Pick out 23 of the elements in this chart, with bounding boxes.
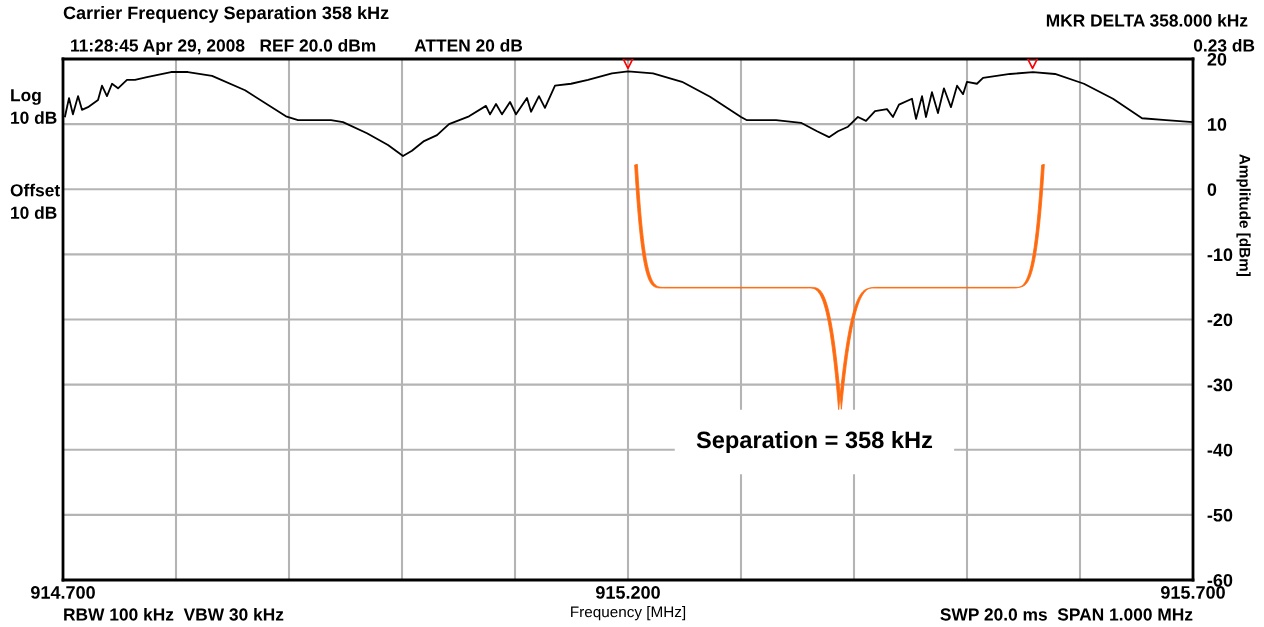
y-tick-label: -20 [1207,313,1233,327]
y-axis-title: Amplitude [dBm] [1236,154,1251,276]
y-tick-label: -10 [1207,248,1233,262]
text: Offset 10 dB [10,183,60,219]
chart-subtitle: 11:28:45 Apr 29, 2008 REF 20.0 dBm ATTEN 20 dB [71,38,523,56]
x-tick-label: 915.200 [596,586,660,599]
y-tick-label: 10 [1208,118,1227,131]
y-tick-label: 20 [1207,52,1227,66]
x-tick-label: 914.700 [31,586,95,599]
text: Log 10 dB [11,89,57,124]
x-tick-label: 915.700 [1161,586,1225,599]
text: RBW 100 kHz VBW 30 kHz [64,607,284,621]
y-tick-label: 0 [1207,183,1217,196]
text: MKR DELTA 358.000 kHz [1046,13,1248,27]
text: SWP 20.0 ms SPAN 1.000 MHz [940,608,1193,621]
x-axis-title: Frequency [MHz] [571,606,686,621]
text: 0.23 dB [1193,38,1255,52]
y-tick-label: -50 [1207,508,1233,522]
y-tick-label: -40 [1207,443,1233,457]
y-tick-label: -60 [1207,573,1233,587]
annotation: Separation = 358 kHz [696,430,933,453]
y-tick-label: -30 [1207,378,1233,392]
chart-title: Carrier Frequency Separation 358 kHz [63,5,389,23]
